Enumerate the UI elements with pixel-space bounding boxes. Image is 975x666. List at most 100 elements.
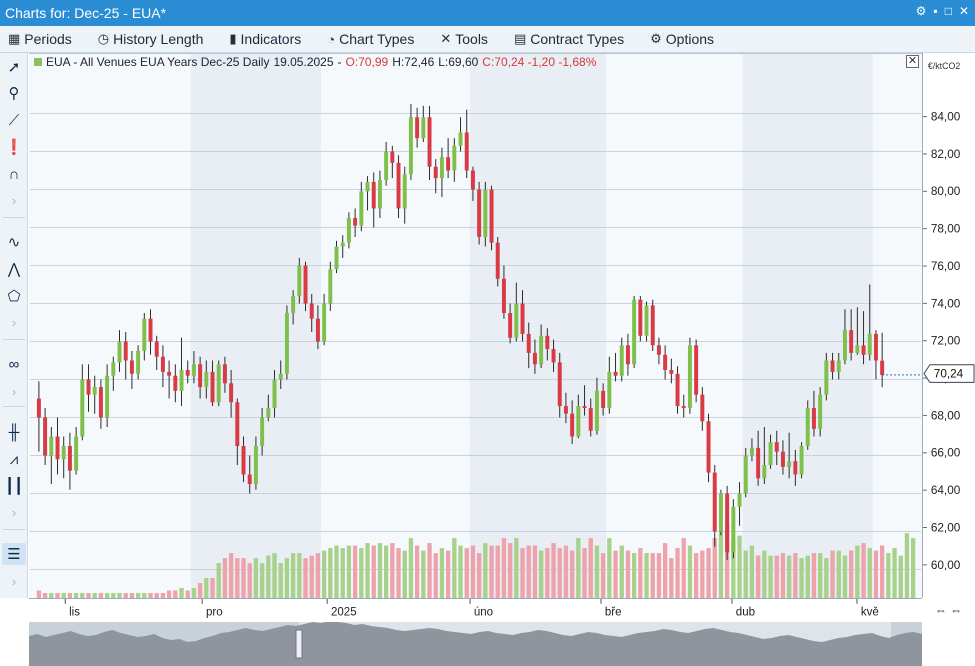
series-color-swatch [34, 58, 42, 66]
volume-bar [253, 558, 259, 598]
volume-bar [514, 538, 519, 598]
menu-label: History Length [113, 31, 204, 47]
window-titlebar: Charts for: Dec-25 - EUA* ⚙ ▪ □ ✕ [0, 0, 975, 26]
candle-body [495, 242, 500, 279]
candle-body [117, 341, 122, 363]
minimize-button[interactable]: ▪ [933, 4, 938, 18]
candle-body [811, 407, 816, 429]
candle-body [396, 162, 401, 209]
volume-bar [749, 545, 755, 598]
maximize-button[interactable]: □ [944, 4, 952, 18]
volume-bar [359, 548, 364, 598]
infinity-icon[interactable]: ∞ [8, 355, 20, 373]
close-chart-button[interactable]: ✕ [906, 55, 919, 68]
chevron-right-icon[interactable]: › [11, 192, 17, 208]
alert-icon[interactable]: ❗ [4, 139, 24, 156]
menu-lines-icon[interactable]: ☰ [2, 543, 26, 565]
volume-bar [507, 543, 513, 598]
volume-bar [67, 593, 73, 598]
candle-body [861, 345, 866, 355]
candle-body [253, 445, 258, 484]
ohlc-bars-icon[interactable]: ╫ [8, 423, 20, 441]
volume-bar [414, 545, 420, 598]
chevron-right-icon[interactable]: › [11, 314, 17, 330]
x-axis[interactable]: lis pro 2025 úno bře dub kvě [29, 598, 922, 622]
candle-body [439, 157, 444, 179]
candle-body [694, 345, 699, 395]
volume-bar [73, 593, 79, 598]
volume-bar [799, 558, 804, 598]
candle-body [43, 417, 48, 456]
volume-bar [464, 548, 469, 598]
volume-bar [569, 550, 575, 598]
trend-line-icon[interactable]: ⟋ [8, 111, 20, 129]
month-band [469, 54, 607, 598]
volume-bar [650, 553, 655, 598]
menu-periods[interactable]: ▦ Periods [8, 31, 72, 47]
volume-bar [321, 550, 327, 598]
candle-body [855, 345, 860, 353]
wave-pattern-icon[interactable]: ∿ [7, 234, 21, 251]
candle-body [588, 407, 593, 431]
chevron-right-icon[interactable]: › [11, 383, 17, 399]
candle-body [98, 387, 103, 418]
x-tick-label: 2025 [331, 606, 357, 618]
axis-resize-icon[interactable]: ⇔ ⇔ [922, 598, 975, 622]
candle-body [706, 421, 711, 473]
zoom-icon[interactable]: ⚲ [8, 85, 20, 102]
volume-bar [886, 553, 891, 598]
menu-history-length[interactable]: ◷ History Length [98, 31, 204, 47]
candle-body [780, 451, 785, 467]
menu-label: Options [665, 31, 715, 47]
candle-body [136, 350, 141, 374]
close-button[interactable]: ✕ [958, 4, 969, 18]
volume-bar [563, 545, 569, 598]
candle-body [458, 132, 463, 146]
magnet-icon[interactable]: ∩ [8, 165, 20, 183]
menu-indicators[interactable]: ▮ Indicators [229, 31, 301, 47]
candle-body [291, 295, 296, 313]
legend-high: H:72,46 [392, 55, 435, 69]
candle-body [532, 352, 537, 365]
y-tick-label: 64,00 [931, 484, 961, 497]
shape-icon[interactable]: ⬠ [7, 288, 21, 305]
volume-bar [501, 538, 507, 598]
volume-bar [297, 553, 302, 598]
volume-bar [458, 545, 463, 598]
menu-tools[interactable]: ✕ Tools [440, 31, 488, 47]
volume-bar [396, 548, 401, 598]
candle-body [179, 369, 184, 391]
chevron-right-icon[interactable]: › [11, 573, 17, 589]
candle-body [787, 461, 792, 467]
volume-bar [780, 553, 786, 598]
settings-icon[interactable]: ⚙ [915, 4, 927, 18]
price-chart[interactable] [29, 53, 922, 598]
menu-options[interactable]: ⚙ Options [650, 31, 714, 47]
candle-body [687, 345, 692, 408]
chevron-right-icon[interactable]: › [11, 504, 17, 520]
navigator-overview[interactable] [29, 622, 922, 666]
menu-contract-types[interactable]: ▤ Contract Types [514, 31, 624, 47]
candle-body [284, 312, 289, 374]
volume-bar [873, 550, 879, 598]
legend-open: O:70,99 [345, 55, 389, 69]
cursor-arrow-icon[interactable]: ➚ [7, 59, 21, 76]
y-axis[interactable]: €/ktCO2 84,00 82,00 80,00 78,00 76,00 74,00 72,… [922, 53, 975, 598]
candle-body [427, 117, 432, 167]
volume-bar [526, 545, 531, 598]
candles-icon[interactable]: ┃┃ [4, 478, 24, 495]
volume-bar [576, 538, 581, 598]
candle-body [557, 362, 562, 407]
volume-bar [842, 555, 848, 598]
candle-body [570, 413, 575, 437]
volume-bar [204, 578, 209, 598]
volume-bar [365, 543, 370, 598]
elliott-wave-icon[interactable]: ⋀ [7, 261, 21, 278]
candle-body [824, 360, 829, 395]
line-chart-icon[interactable]: ⩘ [9, 450, 19, 468]
volume-bar [613, 550, 618, 598]
candle-body [477, 189, 482, 237]
volume-bar [892, 548, 897, 598]
menu-chart-types[interactable]: ◔ Chart Types [327, 31, 414, 47]
candle-body [334, 246, 339, 270]
